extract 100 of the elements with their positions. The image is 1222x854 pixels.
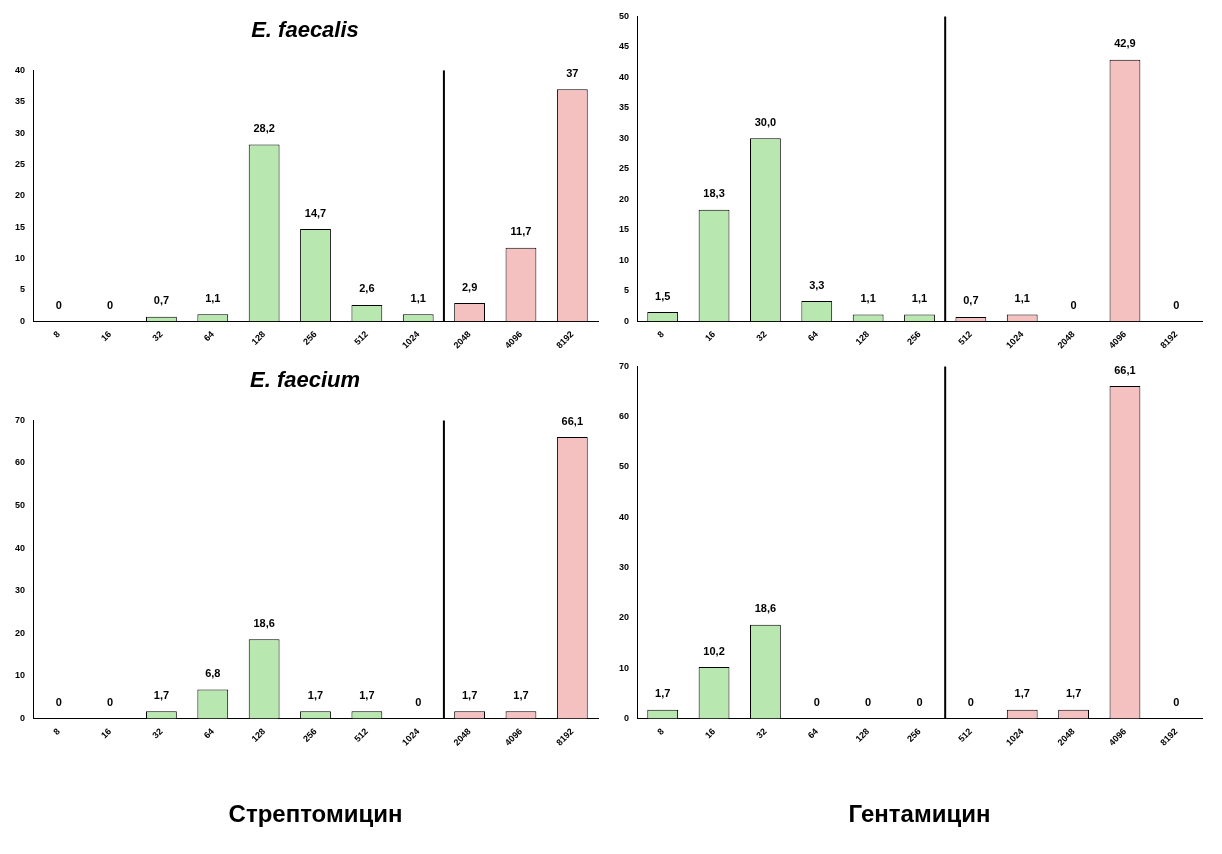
y-tick-label: 10 [15, 670, 26, 681]
data-label: 37 [566, 66, 579, 79]
data-label: 0 [55, 298, 62, 311]
x-tick-label: 8 [655, 329, 666, 340]
data-label: 10,2 [703, 644, 725, 657]
data-label: 1,7 [1065, 687, 1082, 700]
x-tick-label: 8 [655, 726, 666, 737]
x-tick-label: 512 [352, 726, 371, 745]
y-tick-label: 0 [20, 712, 26, 723]
data-label: 1,1 [205, 291, 221, 304]
x-tick-label: 64 [805, 329, 820, 344]
data-label: 3,3 [809, 278, 825, 291]
y-tick-label: 50 [619, 10, 630, 21]
x-tick-label: 256 [300, 726, 319, 745]
data-label: 1,1 [410, 291, 426, 304]
data-label: 66,1 [1114, 363, 1136, 376]
data-label: 0 [967, 695, 974, 708]
y-tick-label: 30 [619, 132, 630, 143]
data-label: 1,1 [1014, 292, 1030, 305]
y-tick-label: 40 [15, 64, 26, 75]
data-label: 2,6 [359, 282, 375, 295]
y-tick-label: 5 [20, 284, 26, 295]
data-label: 1,1 [860, 292, 876, 305]
y-tick-label: 35 [619, 102, 630, 113]
data-label: 0 [106, 298, 114, 311]
data-label: 1,7 [153, 688, 170, 701]
y-tick-label: 40 [619, 71, 630, 82]
data-label: 28,2 [253, 121, 275, 134]
data-label: 1,7 [513, 688, 529, 701]
x-axis-title: Гентамицин [848, 800, 991, 828]
y-tick-label: 20 [619, 612, 630, 623]
y-tick-label: 10 [15, 252, 26, 263]
y-tick-label: 15 [619, 224, 630, 235]
chart-title: E. faecium [249, 367, 361, 393]
y-tick-label: 40 [15, 542, 26, 553]
data-label: 0 [1070, 298, 1077, 311]
y-tick-label: 20 [619, 193, 630, 204]
y-tick-label: 45 [619, 41, 630, 52]
y-tick-label: 25 [619, 163, 630, 174]
x-tick-label: 128 [853, 329, 872, 347]
y-tick-label: 5 [624, 285, 630, 296]
y-tick-label: 30 [15, 585, 26, 596]
y-tick-label: 20 [15, 190, 26, 201]
chart-title: E. faecalis [251, 17, 359, 43]
data-label: 1,7 [307, 688, 324, 701]
data-label: 0 [106, 695, 114, 708]
x-tick-label: 8 [51, 329, 62, 340]
y-tick-label: 70 [15, 414, 26, 425]
data-label: 14,7 [304, 206, 327, 219]
y-tick-label: 0 [624, 315, 630, 326]
y-tick-label: 10 [619, 254, 630, 265]
data-label: 1,7 [359, 688, 375, 701]
data-label: 0 [1173, 695, 1180, 708]
x-tick-label: 256 [904, 726, 923, 745]
data-label: 0 [415, 695, 422, 708]
y-tick-label: 70 [619, 360, 630, 371]
data-label: 0 [865, 695, 872, 708]
data-label: 18,3 [703, 187, 725, 200]
x-tick-label: 512 [956, 329, 975, 347]
data-label: 6,8 [205, 666, 221, 679]
x-tick-label: 16 [703, 726, 718, 741]
x-tick-label: 512 [956, 726, 975, 745]
data-label: 1,1 [911, 292, 928, 305]
x-tick-label: 8 [51, 726, 62, 737]
data-label: 1,5 [655, 289, 671, 302]
x-tick-label: 64 [201, 726, 216, 741]
data-label: 2,9 [461, 280, 478, 293]
x-tick-label: 256 [904, 329, 923, 347]
x-tick-label: 32 [150, 329, 165, 344]
y-tick-label: 30 [15, 127, 26, 138]
data-label: 0 [1173, 298, 1180, 311]
data-label: 0 [813, 695, 820, 708]
data-label: 0 [55, 695, 62, 708]
x-tick-label: 64 [805, 726, 820, 741]
data-label: 0,7 [963, 294, 979, 307]
y-tick-label: 40 [619, 511, 630, 522]
data-label: 66,1 [561, 414, 584, 427]
x-tick-label: 32 [754, 329, 769, 344]
data-label: 1,7 [461, 688, 478, 701]
y-tick-label: 20 [15, 627, 26, 638]
data-label: 1,7 [655, 687, 671, 700]
data-label: 1,7 [1014, 687, 1030, 700]
y-tick-label: 0 [624, 712, 630, 723]
data-label: 18,6 [253, 616, 275, 629]
y-tick-label: 15 [15, 221, 26, 232]
y-tick-label: 10 [619, 662, 630, 673]
x-tick-label: 256 [300, 329, 319, 347]
x-tick-label: 16 [99, 329, 114, 344]
x-tick-label: 16 [703, 329, 718, 344]
y-tick-label: 0 [20, 315, 26, 326]
x-tick-label: 128 [853, 726, 872, 745]
x-tick-label: 32 [754, 726, 769, 741]
y-tick-label: 50 [15, 500, 26, 511]
y-tick-label: 60 [619, 411, 630, 422]
y-tick-label: 60 [15, 457, 26, 468]
x-tick-label: 128 [249, 329, 268, 347]
data-label: 11,7 [510, 225, 532, 238]
y-tick-label: 25 [15, 158, 26, 169]
x-tick-label: 512 [352, 329, 371, 347]
data-label: 0 [916, 695, 923, 708]
